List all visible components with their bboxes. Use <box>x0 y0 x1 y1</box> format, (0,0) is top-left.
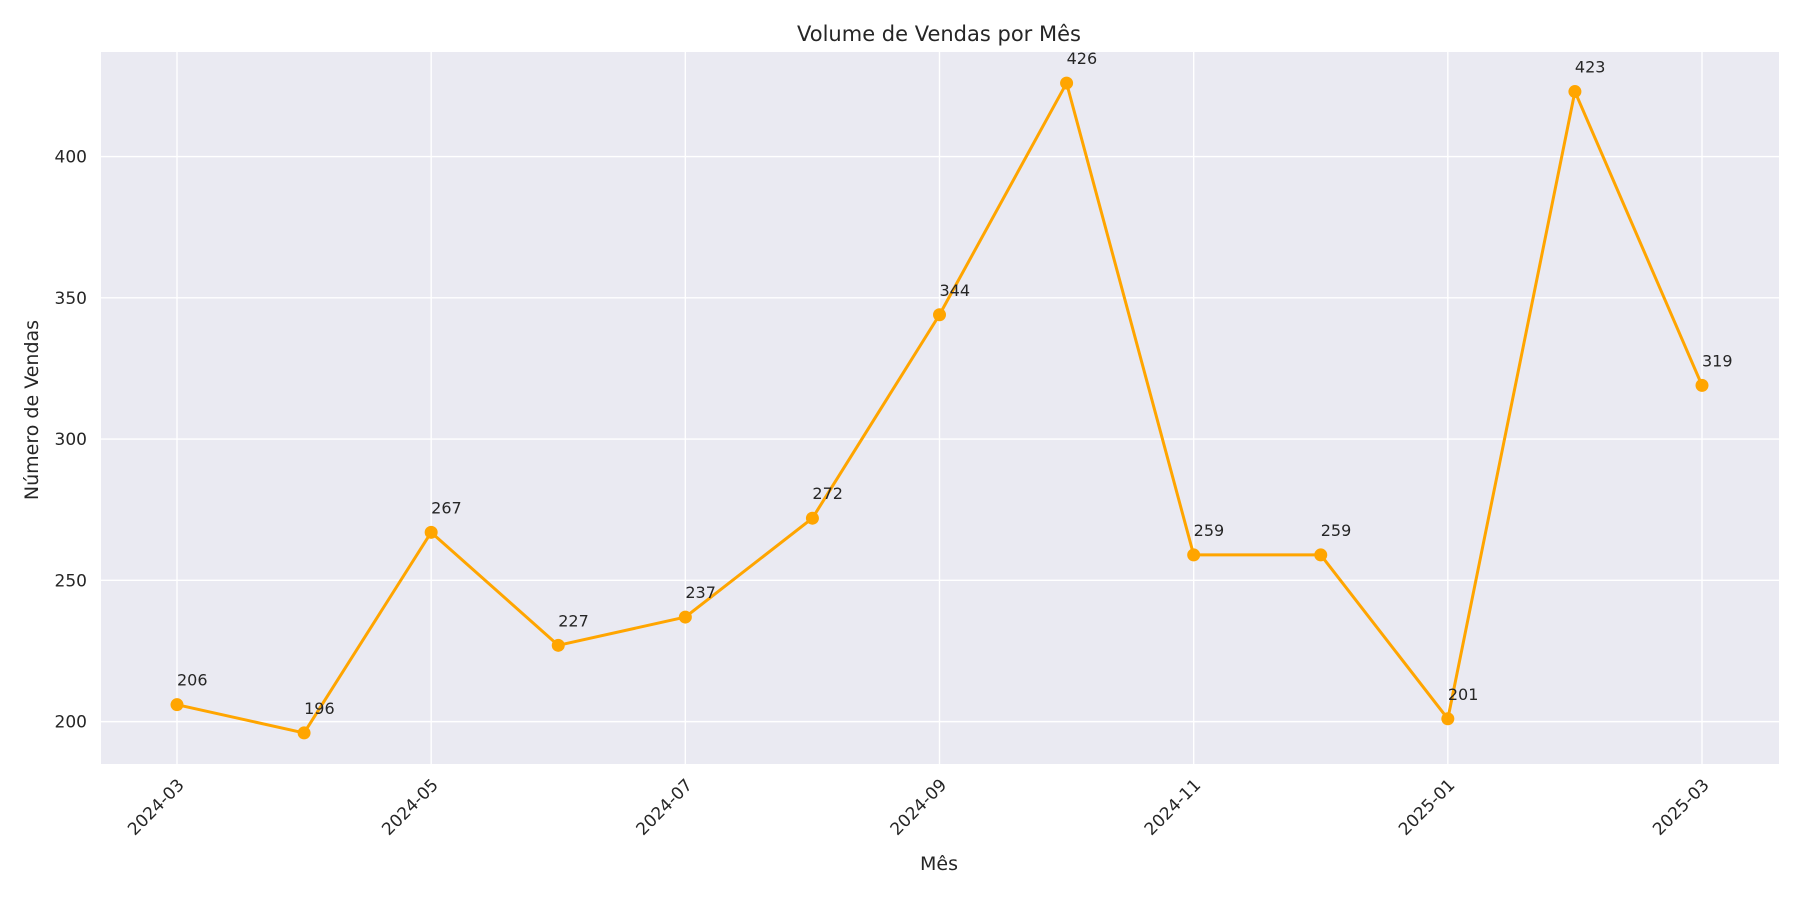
data-point <box>1060 76 1074 90</box>
data-label: 272 <box>812 484 843 503</box>
x-tick-label: 2024-03 <box>124 775 188 839</box>
chart-title: Volume de Vendas por Mês <box>797 22 1081 46</box>
data-label: 423 <box>1575 58 1606 77</box>
data-point <box>678 610 692 624</box>
data-label: 344 <box>940 281 971 300</box>
data-point <box>1187 548 1201 562</box>
y-tick-label: 300 <box>55 430 87 450</box>
data-points <box>170 76 1709 740</box>
x-gridlines <box>176 52 1703 764</box>
data-point <box>805 511 819 525</box>
data-label: 206 <box>177 671 208 690</box>
x-axis-label: Mês <box>920 853 958 875</box>
data-point <box>1314 548 1328 562</box>
y-tick-label: 200 <box>55 713 87 733</box>
data-label: 201 <box>1448 685 1479 704</box>
y-gridlines <box>101 155 1779 723</box>
x-tick-label: 2025-01 <box>1395 775 1459 839</box>
x-tick-label: 2025-03 <box>1649 775 1713 839</box>
data-point <box>297 726 311 740</box>
data-point <box>933 308 946 322</box>
x-tick-label: 2024-05 <box>378 775 442 839</box>
data-label: 319 <box>1702 351 1733 370</box>
data-point <box>1568 85 1582 99</box>
y-tick-label: 400 <box>55 148 87 168</box>
data-label: 227 <box>558 611 589 630</box>
data-point <box>170 698 184 712</box>
data-label: 259 <box>1194 521 1225 540</box>
x-tick-label: 2024-07 <box>633 775 697 839</box>
data-label: 259 <box>1321 521 1352 540</box>
data-point <box>551 638 565 652</box>
data-label: 196 <box>304 699 335 718</box>
data-label: 237 <box>685 583 716 602</box>
data-label: 267 <box>431 498 462 517</box>
data-label: 426 <box>1067 49 1098 68</box>
y-tick-labels: 200 250 300 350 400 <box>55 148 87 733</box>
x-tick-labels: 2024-03 2024-05 2024-07 2024-09 2024-11 2025-… <box>124 775 1713 839</box>
x-tick-label: 2024-09 <box>887 775 951 839</box>
data-labels: 206 196 267 227 237 272 344 426 259 259 201 423 319 <box>177 49 1733 718</box>
y-axis-label: Número de Vendas <box>21 320 43 500</box>
y-tick-label: 350 <box>55 289 87 309</box>
data-point <box>1441 712 1455 726</box>
data-point <box>424 525 438 539</box>
y-tick-label: 250 <box>55 571 87 591</box>
x-tick-label: 2024-11 <box>1141 775 1205 839</box>
data-point <box>1695 378 1709 392</box>
